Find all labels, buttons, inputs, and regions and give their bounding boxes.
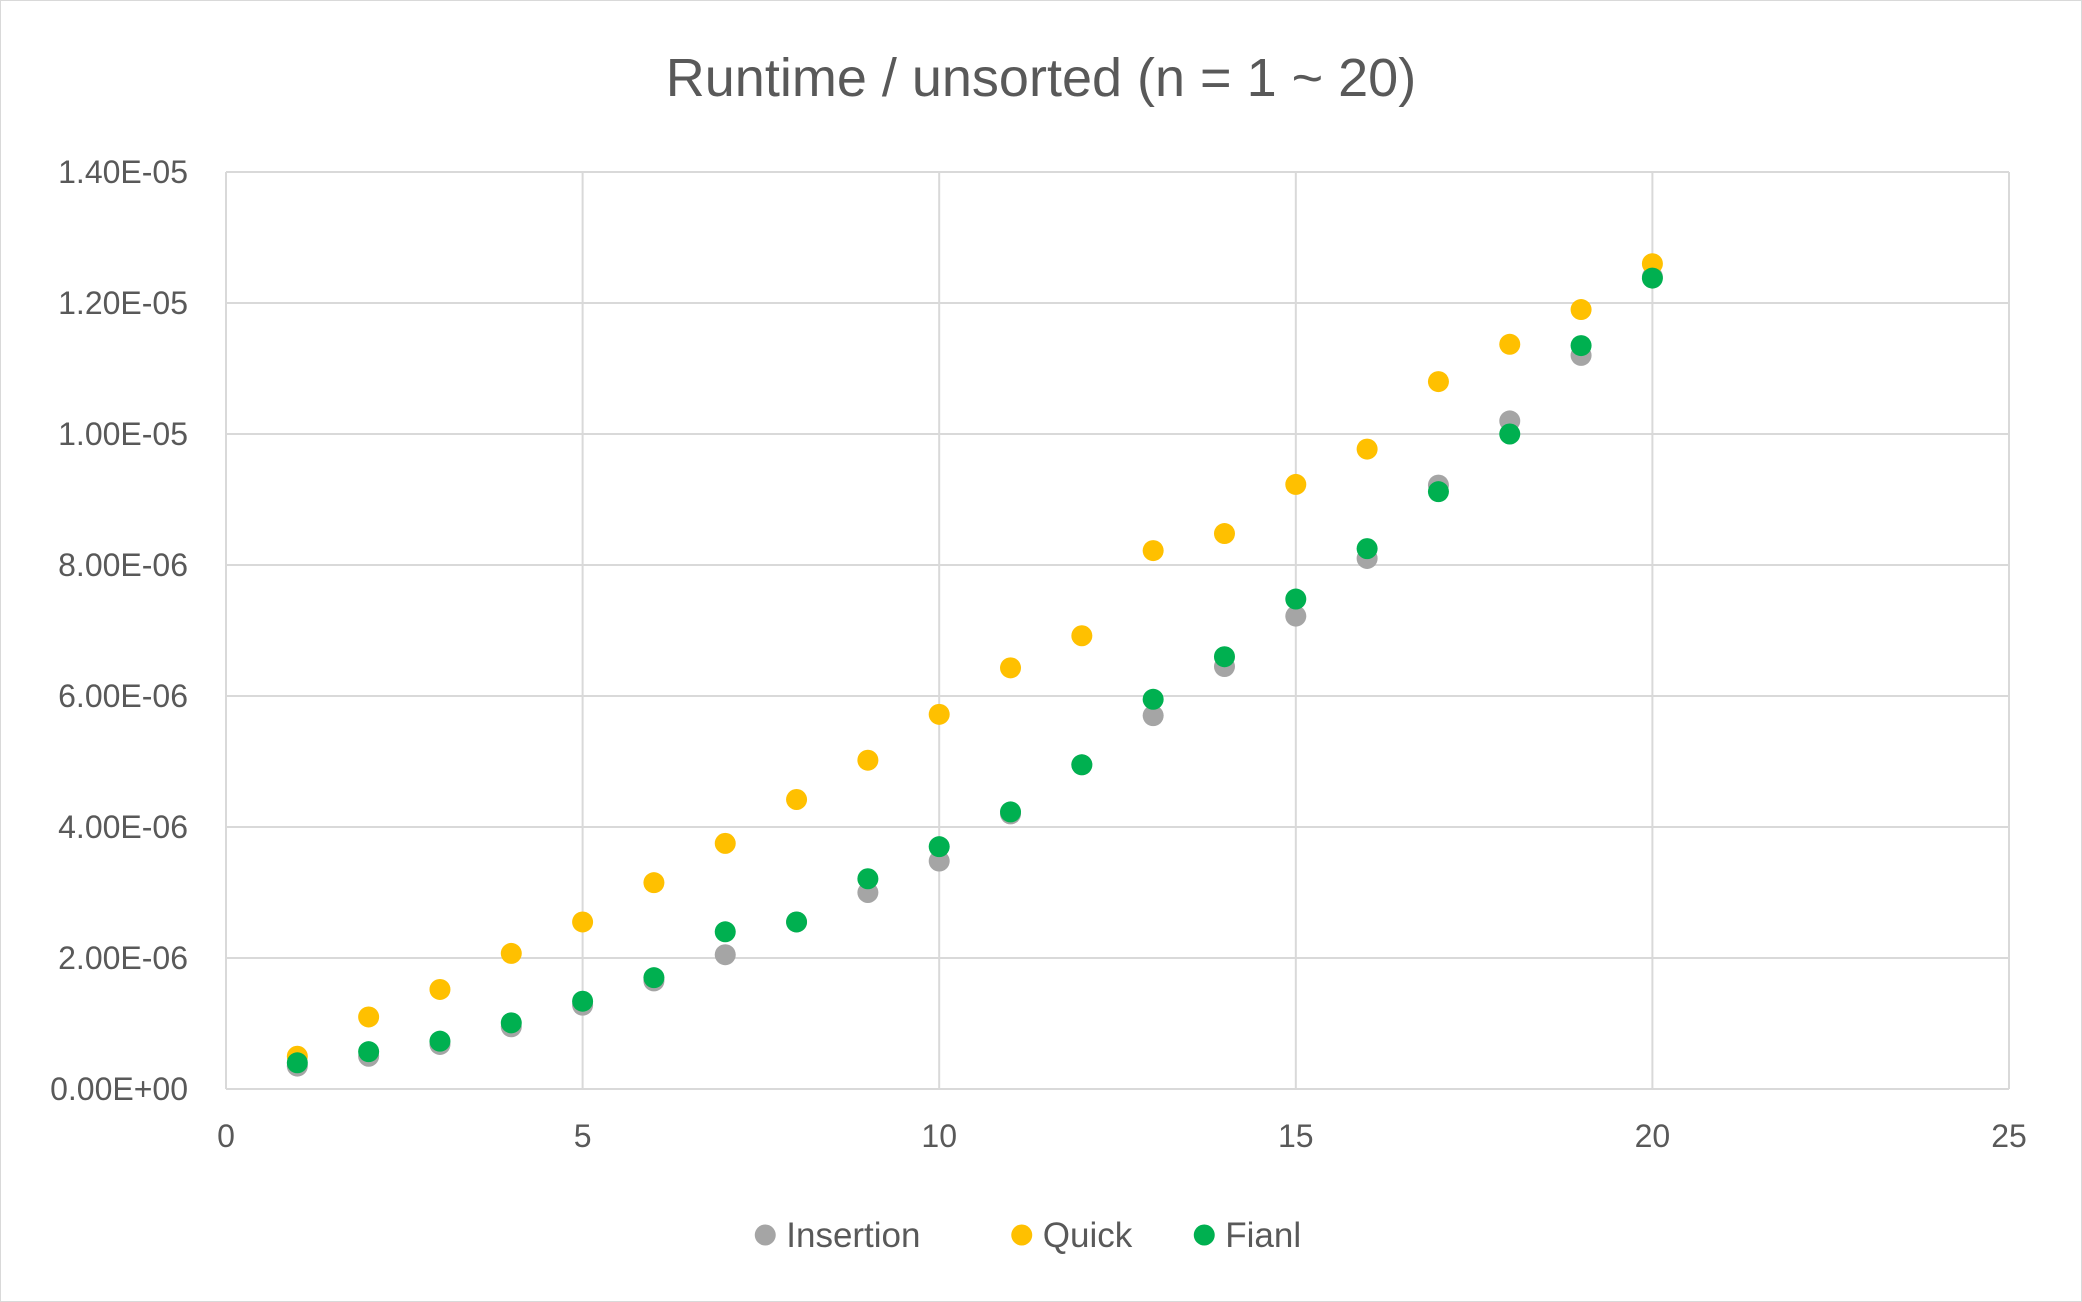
data-point-quick [643,872,665,894]
data-point-fianl [1427,481,1449,503]
series-insertion [286,266,1663,1077]
x-tick-label: 5 [574,1118,592,1154]
data-point-fianl [358,1041,380,1063]
data-point-quick [1000,657,1022,679]
legend-item-insertion: Insertion [754,1216,921,1255]
legend-item-fianl: Fianl [1193,1216,1301,1255]
data-points [286,253,1663,1077]
data-point-insertion [928,850,950,872]
data-point-quick [1142,540,1164,562]
x-tick-label: 15 [1278,1118,1314,1154]
data-point-fianl [1641,267,1663,289]
data-point-quick [500,942,522,964]
data-point-fianl [1356,538,1378,560]
legend-label: Fianl [1225,1216,1301,1255]
y-tick-label: 8.00E-06 [58,547,188,583]
data-point-fianl [714,921,736,943]
data-point-quick [1499,333,1521,355]
data-point-fianl [429,1030,451,1052]
grid-layer [225,171,2010,1090]
data-point-fianl [1285,588,1307,610]
x-tick-label: 10 [921,1118,957,1154]
data-point-quick [1641,253,1663,275]
data-point-insertion [1142,705,1164,727]
chart-title: Runtime / unsorted (n = 1 ~ 20) [666,48,1416,108]
legend-marker [1011,1224,1033,1246]
data-point-quick [928,703,950,725]
data-point-fianl [500,1012,522,1034]
data-point-quick [857,749,879,771]
y-axis-ticks: 0.00E+00 2.00E-06 4.00E-06 6.00E-06 8.00E-06… [50,154,188,1107]
x-tick-label: 20 [1635,1118,1671,1154]
data-point-fianl [1071,754,1093,776]
data-point-fianl [1142,688,1164,710]
y-tick-label: 4.00E-06 [58,809,188,845]
series-fianl [286,267,1663,1074]
data-point-insertion [1285,605,1307,627]
x-axis-ticks: 0 5 10 15 20 25 [217,1118,2027,1154]
data-point-quick [714,832,736,854]
y-tick-label: 1.40E-05 [58,154,188,190]
y-tick-label: 0.00E+00 [50,1071,188,1107]
data-point-quick [572,911,594,933]
y-tick-label: 1.20E-05 [58,285,188,321]
legend: Insertion Quick Fianl [754,1216,1301,1255]
x-tick-label: 25 [1991,1118,2027,1154]
data-point-quick [358,1006,380,1028]
data-point-quick [1285,473,1307,495]
data-point-fianl [643,967,665,989]
data-point-fianl [286,1052,308,1074]
x-tick-label: 0 [217,1118,235,1154]
y-tick-label: 6.00E-06 [58,678,188,714]
data-point-quick [1071,625,1093,647]
data-point-quick [1213,523,1235,545]
data-point-fianl [1499,423,1521,445]
data-point-fianl [786,911,808,933]
data-point-fianl [857,868,879,890]
data-point-quick [1427,371,1449,393]
data-point-fianl [1213,646,1235,668]
data-point-quick [429,978,451,1000]
legend-marker [1193,1224,1215,1246]
data-point-quick [786,788,808,810]
series-quick [286,253,1663,1067]
data-point-fianl [1570,335,1592,357]
data-point-insertion [714,944,736,966]
legend-label: Quick [1043,1216,1133,1255]
data-point-fianl [928,836,950,858]
legend-label: Insertion [786,1216,920,1255]
y-tick-label: 2.00E-06 [58,940,188,976]
data-point-fianl [1000,801,1022,823]
data-point-quick [1356,438,1378,460]
legend-item-quick: Quick [1011,1216,1133,1255]
y-tick-label: 1.00E-05 [58,416,188,452]
data-point-quick [1570,299,1592,321]
legend-marker [754,1224,776,1246]
data-point-fianl [572,990,594,1012]
